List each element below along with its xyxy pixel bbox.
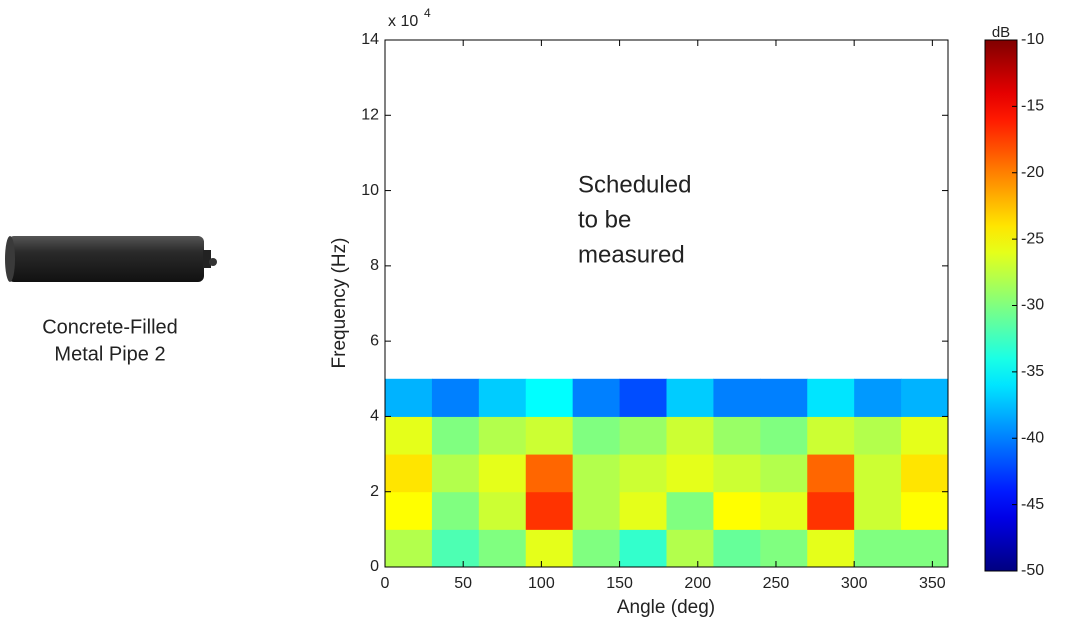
heatmap-cell: [525, 491, 574, 530]
heatmap-cell: [901, 454, 949, 493]
heatmap-cell: [431, 416, 480, 455]
x-tick-label: 100: [528, 575, 555, 592]
heatmap-cell: [807, 454, 855, 493]
heatmap-cell: [854, 529, 902, 568]
heatmap-cell: [854, 454, 902, 493]
colorbar-tick-label: -35: [1021, 363, 1044, 380]
x-tick-label: 50: [454, 575, 472, 592]
y-tick-label: 12: [361, 107, 379, 124]
heatmap-cell: [760, 378, 808, 417]
y-tick-label: 8: [370, 257, 379, 274]
x-tick-label: 350: [919, 575, 946, 592]
colorbar-tick-label: -20: [1021, 164, 1044, 181]
x-tick-label: 200: [684, 575, 711, 592]
heatmap-cell: [901, 491, 949, 530]
y-scale-label: x 10: [388, 13, 418, 30]
heatmap-cell: [525, 454, 574, 493]
heatmap-cell: [713, 378, 761, 417]
heatmap-cell: [713, 454, 761, 493]
heatmap-cell: [854, 416, 902, 455]
colorbar-tick-label: -15: [1021, 98, 1044, 115]
heatmap-cell: [572, 491, 621, 530]
colorbar: [984, 39, 1018, 572]
y-scale-exponent: 4: [424, 6, 431, 20]
colorbar-label: dB: [992, 24, 1010, 41]
colorbar-tick-label: -50: [1021, 562, 1044, 579]
heatmap-cell: [713, 491, 761, 530]
colorbar-tick-label: -40: [1021, 429, 1044, 446]
heatmap-cell: [807, 378, 855, 417]
heatmap-cell: [619, 454, 667, 493]
heatmap-cell: [619, 416, 667, 455]
y-tick-label: 6: [370, 332, 379, 349]
heatmap-cell: [760, 454, 808, 493]
annotation: measured: [578, 241, 685, 268]
caption: Concrete-Filled: [42, 316, 178, 338]
colorbar-tick-label: -45: [1021, 496, 1044, 513]
annotation: to be: [578, 206, 631, 233]
heatmap-cell: [431, 378, 480, 417]
heatmap-cell: [619, 378, 667, 417]
heatmap-cell: [807, 529, 855, 568]
pipe-image: [5, 236, 217, 282]
y-tick-label: 4: [370, 408, 379, 425]
y-tick-label: 0: [370, 558, 379, 575]
heatmap-cell: [478, 378, 527, 417]
heatmap-cell: [385, 491, 433, 530]
heatmap-cell: [572, 378, 621, 417]
heatmap-cell: [760, 491, 808, 530]
x-tick-label: 250: [763, 575, 790, 592]
heatmap-cell: [619, 491, 667, 530]
heatmap-cell: [666, 378, 714, 417]
y-axis-label: Frequency (Hz): [329, 238, 350, 369]
heatmap-cell: [478, 454, 527, 493]
x-tick-label: 0: [381, 575, 390, 592]
heatmap-cell: [760, 416, 808, 455]
heatmap-cell: [901, 416, 949, 455]
y-tick-label: 2: [370, 483, 379, 500]
heatmap-cell: [572, 529, 621, 568]
heatmap-cell: [619, 529, 667, 568]
x-tick-label: 300: [841, 575, 868, 592]
heatmap-cell: [666, 454, 714, 493]
heatmap-cell: [901, 378, 949, 417]
heatmap-cell: [807, 416, 855, 455]
heatmap-cell: [901, 529, 949, 568]
heatmap-cell: [478, 529, 527, 568]
x-tick-label: 150: [606, 575, 633, 592]
heatmap-cell: [854, 491, 902, 530]
heatmap-cell: [666, 491, 714, 530]
heatmap-cell: [525, 378, 574, 417]
colorbar-tick-label: -30: [1021, 297, 1044, 314]
heatmap-cell: [666, 416, 714, 455]
colorbar-tick-label: -10: [1021, 31, 1044, 48]
heatmap-cell: [760, 529, 808, 568]
colorbar-tick-label: -25: [1021, 230, 1044, 247]
annotation: Scheduled: [578, 171, 691, 198]
x-axis-label: Angle (deg): [617, 597, 715, 618]
caption: Metal Pipe 2: [54, 343, 165, 365]
heatmap-cell: [666, 529, 714, 568]
heatmap-cell: [385, 529, 433, 568]
plot-frame: [384, 39, 949, 568]
y-tick-label: 14: [361, 31, 379, 48]
heatmap-cell: [431, 529, 480, 568]
heatmap-cell: [525, 529, 574, 568]
y-tick-label: 10: [361, 182, 379, 199]
heatmap-cell: [431, 454, 480, 493]
heatmap-cell: [854, 378, 902, 417]
heatmap-cell: [478, 416, 527, 455]
heatmap-cell: [385, 378, 433, 417]
heatmap-cell: [572, 454, 621, 493]
heatmap-cell: [525, 416, 574, 455]
heatmap-cell: [713, 416, 761, 455]
heatmap-cell: [713, 529, 761, 568]
heatmap-cell: [572, 416, 621, 455]
heatmap-cell: [807, 491, 855, 530]
heatmap-cell: [385, 416, 433, 455]
heatmap-cell: [431, 491, 480, 530]
heatmap-cell: [385, 454, 433, 493]
heatmap-cell: [478, 491, 527, 530]
